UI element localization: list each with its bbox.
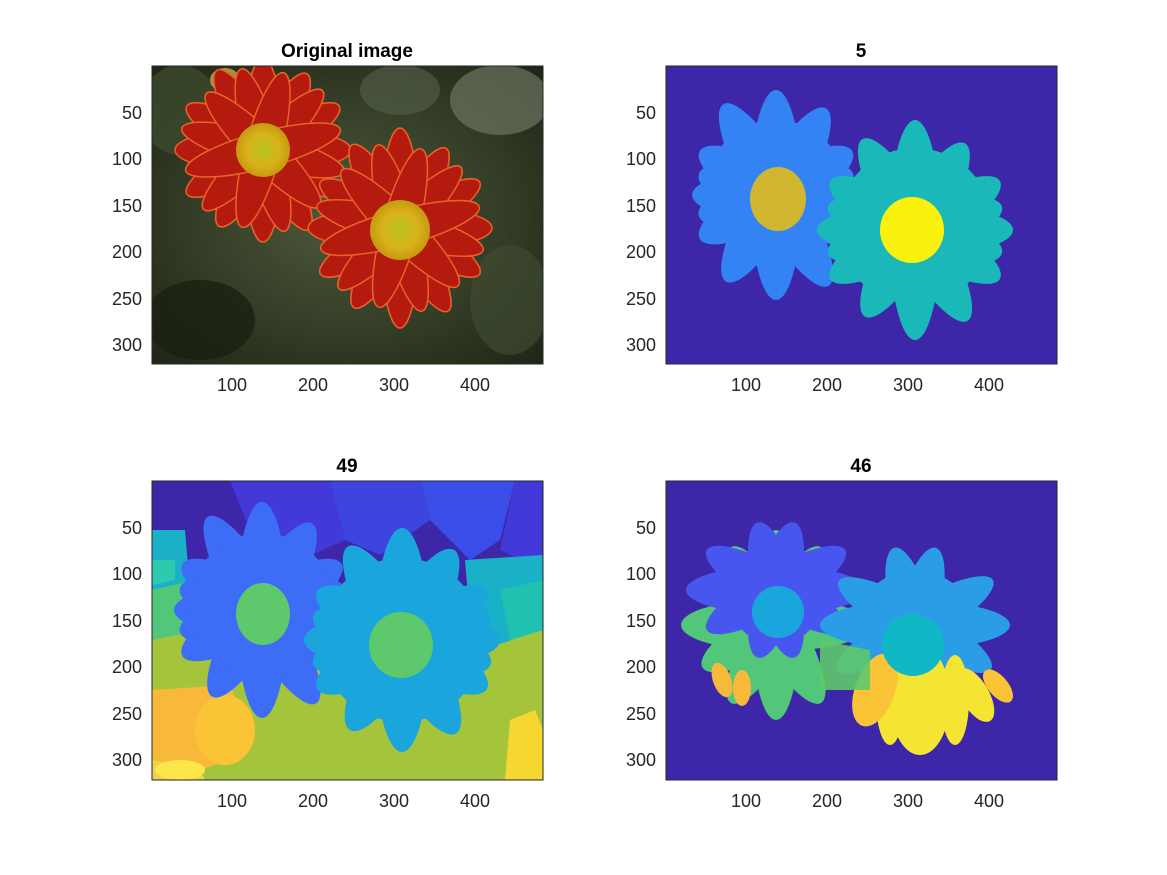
segment-right-center xyxy=(882,614,944,676)
x-tick-label: 100 xyxy=(731,791,761,811)
x-tick-label: 100 xyxy=(731,375,761,395)
y-tick-label: 300 xyxy=(112,750,142,770)
x-tick-labels: 100 200 300 400 xyxy=(731,375,1004,395)
y-tick-label: 250 xyxy=(112,704,142,724)
y-tick-label: 150 xyxy=(112,196,142,216)
segment-left-center xyxy=(750,167,806,231)
y-tick-label: 50 xyxy=(636,103,656,123)
y-tick-labels: 50 100 150 200 250 300 xyxy=(112,103,142,355)
x-tick-label: 300 xyxy=(379,375,409,395)
y-tick-label: 50 xyxy=(636,518,656,538)
x-tick-label: 200 xyxy=(812,791,842,811)
x-tick-label: 400 xyxy=(974,375,1004,395)
x-tick-label: 100 xyxy=(217,791,247,811)
x-tick-label: 200 xyxy=(812,375,842,395)
y-tick-label: 50 xyxy=(122,518,142,538)
y-tick-label: 100 xyxy=(112,564,142,584)
original-photo xyxy=(152,66,543,364)
x-tick-label: 300 xyxy=(893,375,923,395)
panel-segmentation-49: 49 xyxy=(112,456,544,811)
y-tick-labels: 50 100 150 200 250 300 xyxy=(626,103,656,355)
y-tick-label: 150 xyxy=(626,196,656,216)
y-tick-label: 150 xyxy=(112,611,142,631)
panel-title-49: 49 xyxy=(336,456,357,477)
axes-frame xyxy=(151,65,544,365)
y-tick-label: 200 xyxy=(626,242,656,262)
x-tick-label: 400 xyxy=(460,791,490,811)
x-tick-labels: 100 200 300 400 xyxy=(217,791,490,811)
panel-title-46: 46 xyxy=(850,456,871,477)
y-tick-label: 250 xyxy=(626,289,656,309)
y-tick-labels: 50 100 150 200 250 300 xyxy=(626,518,656,770)
segment-right-center xyxy=(369,612,433,678)
y-tick-label: 250 xyxy=(112,289,142,309)
segmentation-map-46 xyxy=(666,481,1057,780)
x-tick-label: 300 xyxy=(379,791,409,811)
y-tick-label: 100 xyxy=(626,564,656,584)
x-tick-label: 300 xyxy=(893,791,923,811)
y-tick-label: 100 xyxy=(626,149,656,169)
axes-frame xyxy=(151,480,544,781)
y-tick-label: 300 xyxy=(626,750,656,770)
x-tick-label: 400 xyxy=(460,375,490,395)
panel-title-original: Original image xyxy=(281,41,413,62)
y-tick-label: 150 xyxy=(626,611,656,631)
y-tick-label: 250 xyxy=(626,704,656,724)
y-tick-label: 300 xyxy=(626,335,656,355)
segment-right-center xyxy=(880,197,944,263)
x-tick-labels: 100 200 300 400 xyxy=(217,375,490,395)
axes-frame xyxy=(665,480,1058,781)
y-tick-label: 100 xyxy=(112,149,142,169)
panel-title-5: 5 xyxy=(856,41,867,62)
y-tick-label: 200 xyxy=(112,242,142,262)
x-tick-labels: 100 200 300 400 xyxy=(731,791,1004,811)
y-tick-label: 200 xyxy=(112,657,142,677)
y-tick-label: 200 xyxy=(626,657,656,677)
y-tick-labels: 50 100 150 200 250 300 xyxy=(112,518,142,770)
x-tick-label: 200 xyxy=(298,791,328,811)
segmentation-map-49 xyxy=(152,481,543,780)
y-tick-label: 300 xyxy=(112,335,142,355)
x-tick-label: 100 xyxy=(217,375,247,395)
x-tick-label: 200 xyxy=(298,375,328,395)
panel-segmentation-5: 5 xyxy=(626,41,1058,395)
segmentation-map-5 xyxy=(666,66,1057,364)
panel-segmentation-46: 46 xyxy=(626,456,1058,811)
segment-left-center xyxy=(236,583,290,645)
axes-frame xyxy=(665,65,1058,365)
x-tick-label: 400 xyxy=(974,791,1004,811)
segment-left-center xyxy=(752,586,804,638)
panel-original-image: Original image xyxy=(112,41,544,395)
y-tick-label: 50 xyxy=(122,103,142,123)
